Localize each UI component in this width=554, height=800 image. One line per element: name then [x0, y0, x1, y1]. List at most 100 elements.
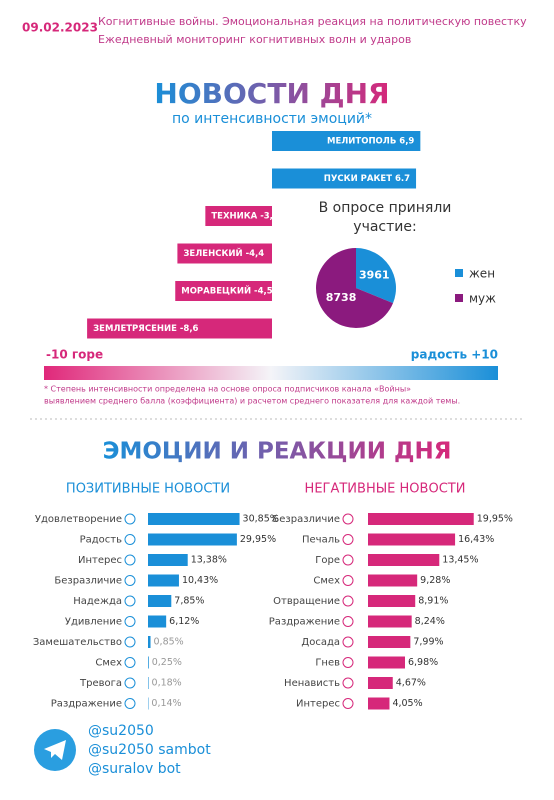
emotion-value: 6,98% [408, 657, 438, 668]
emotions-title: ЭМОЦИИ И РЕАКЦИИ ДНЯ [103, 439, 452, 465]
survey-title: участие: [353, 219, 416, 235]
news-subtitle: по интенсивности эмоций* [172, 111, 372, 127]
emotion-bar [368, 636, 411, 648]
header-line: Ежедневный мониторинг когнитивных волн и… [98, 33, 411, 46]
pie-label: 8738 [326, 291, 357, 304]
emotion-label: Ненависть [284, 678, 340, 689]
emotion-bar [368, 595, 416, 607]
news-bar [177, 243, 272, 264]
emotion-bar [148, 513, 240, 525]
legend-label: муж [469, 292, 496, 306]
emotion-label: Замешательство [33, 637, 122, 648]
news-bar [272, 168, 417, 189]
emotion-value: 6,12% [169, 616, 199, 627]
emotion-bar [148, 574, 179, 587]
negative-title: НЕГАТИВНЫЕ НОВОСТИ [305, 482, 466, 497]
legend-swatch [455, 294, 463, 302]
emotion-bar [368, 513, 474, 525]
emotion-bar [368, 697, 390, 710]
emotion-bar [148, 554, 188, 566]
legend-swatch [455, 269, 463, 277]
emotion-value: 0,25% [152, 657, 182, 668]
news-label: ТЕХНИКА -3,1 [211, 212, 279, 222]
emotion-value: 0,18% [152, 678, 182, 689]
emotion-bar [148, 595, 172, 607]
news-title: НОВОСТИ ДНЯ [154, 77, 389, 110]
scale-left: -10 горе [46, 348, 103, 362]
emotion-icon [124, 616, 136, 627]
emotion-label: Смех [95, 658, 122, 669]
emotion-bar [368, 615, 412, 628]
emotion-icon [124, 513, 136, 525]
emotion-bar [148, 656, 149, 669]
emotion-label: Интерес [78, 555, 122, 566]
emotion-value: 8,24% [415, 616, 445, 627]
emotion-icon [342, 657, 354, 668]
emotion-value: 30,85% [243, 514, 279, 525]
emotion-label: Раздражение [51, 699, 122, 710]
emotion-label: Горе [315, 555, 340, 566]
emotion-icon [124, 534, 136, 545]
emotion-icon [342, 595, 354, 607]
emotion-icon [124, 575, 136, 586]
emotion-label: Интерес [296, 699, 340, 710]
pie-slice [316, 248, 394, 328]
emotion-bar [148, 636, 151, 648]
emotion-icon [342, 616, 354, 627]
emotion-bar [368, 656, 405, 669]
footnote: * Степень интенсивности определена на ос… [44, 385, 411, 394]
emotion-label: Отвращение [273, 596, 340, 607]
contact: @su2050 [88, 723, 154, 739]
emotion-label: Тревога [79, 678, 122, 689]
positive-title: ПОЗИТИВНЫЕ НОВОСТИ [66, 482, 230, 497]
emotion-icon [342, 698, 354, 709]
emotion-bar [148, 615, 167, 628]
emotion-value: 13,45% [442, 555, 478, 566]
emotion-icon [342, 554, 354, 566]
emotion-value: 7,99% [413, 637, 443, 648]
emotion-bar [368, 554, 440, 566]
emotion-label: Безразличие [272, 514, 340, 525]
emotion-bar [368, 533, 456, 546]
news-label: ЗЕЛЕНСКИЙ -4,4 [183, 247, 264, 259]
emotion-icon [124, 677, 136, 689]
emotion-icon [124, 636, 136, 648]
emotion-value: 10,43% [182, 575, 218, 586]
contact: @suralov bot [88, 761, 181, 777]
emotion-label: Удивление [65, 617, 122, 628]
emotion-bar [148, 533, 237, 546]
emotion-label: Досада [301, 637, 340, 648]
legend-label: жен [469, 267, 495, 281]
emotion-value: 16,43% [458, 534, 494, 545]
emotion-icon [342, 636, 354, 648]
emotion-label: Удовлетворение [35, 514, 122, 525]
header-line: Когнитивные войны. Эмоциональная реакция… [98, 15, 527, 28]
news-bar [175, 281, 272, 301]
news-bar [205, 206, 272, 226]
emotion-value: 0,14% [151, 698, 181, 709]
emotion-icon [124, 554, 136, 566]
emotion-label: Безразличие [54, 576, 122, 587]
emotion-value: 4,05% [392, 698, 422, 709]
pie-slice [356, 248, 396, 304]
emotion-value: 4,67% [396, 678, 426, 689]
news-label: ЗЕМЛЕТРЯСЕНИЕ -8,6 [93, 324, 198, 334]
emotion-value: 19,95% [477, 514, 513, 525]
emotion-icon [342, 575, 354, 586]
telegram-plane [44, 740, 66, 760]
news-label: МЕЛИТОПОЛЬ 6,9 [327, 137, 414, 147]
emotion-bar [148, 677, 149, 689]
news-label: МОРАВЕЦКИЙ -4,5 [181, 285, 272, 297]
emotion-bar [368, 574, 418, 587]
scale-right: радость +10 [411, 348, 498, 362]
emotion-icon [342, 677, 354, 689]
emotion-label: Радость [80, 535, 123, 546]
footnote: выявлением среднего балла (коэффициента)… [44, 397, 460, 406]
contact: @su2050 sambot [88, 742, 211, 758]
pie-label: 3961 [359, 269, 390, 282]
emotion-label: Гнев [315, 658, 340, 669]
survey-title: В опросе приняли [319, 200, 452, 216]
emotion-value: 29,95% [240, 534, 276, 545]
emotion-value: 9,28% [420, 575, 450, 586]
